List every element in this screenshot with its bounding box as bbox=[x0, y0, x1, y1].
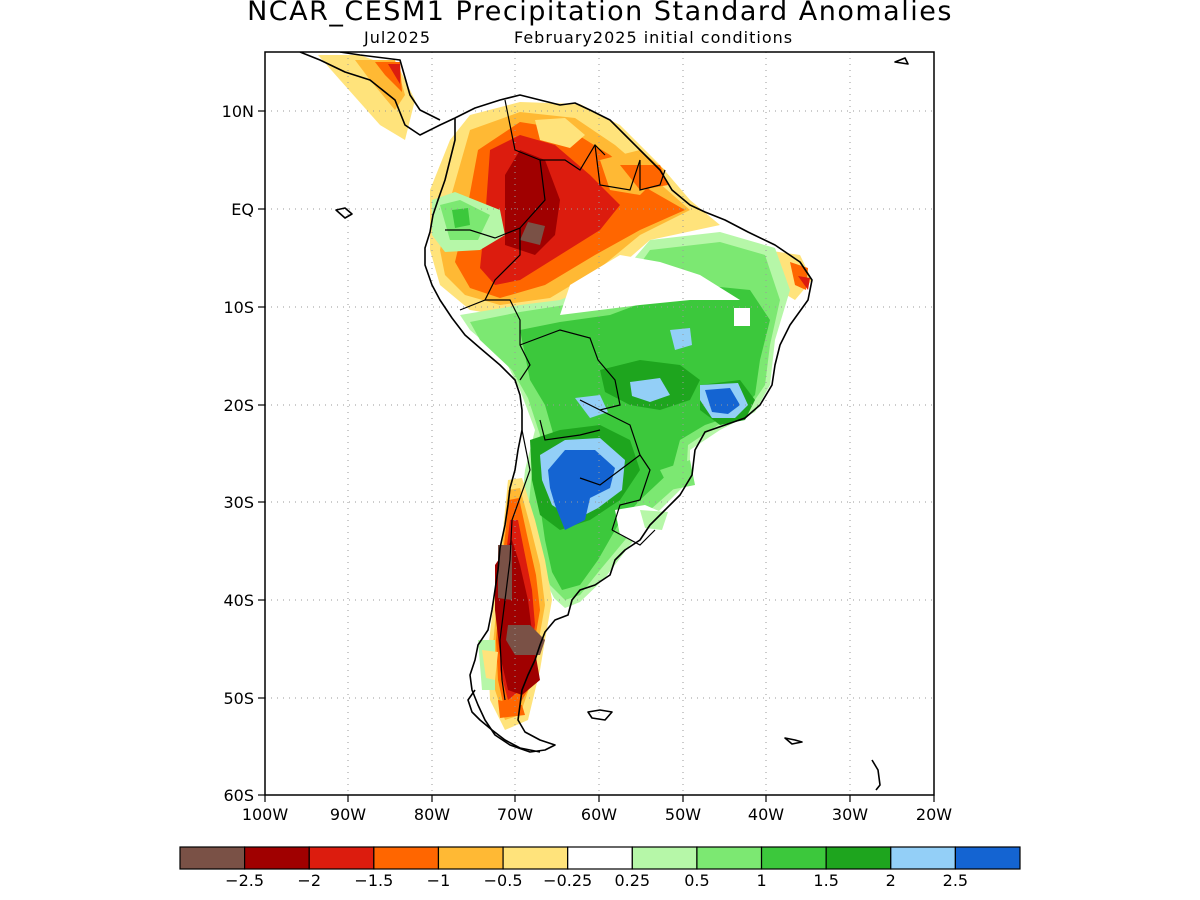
initial-conditions: February2025 initial conditions bbox=[514, 28, 794, 47]
colorbar-label: −0.25 bbox=[543, 871, 592, 890]
colorbar-label: 2 bbox=[886, 871, 896, 890]
lon-label: 20W bbox=[916, 805, 952, 824]
colorbar-label: −2 bbox=[297, 871, 321, 890]
lat-label: 20S bbox=[223, 396, 254, 415]
colorbar-label: −0.5 bbox=[484, 871, 523, 890]
colorbar-label: −1 bbox=[427, 871, 451, 890]
lat-label: 50S bbox=[223, 689, 254, 708]
colorbar-label: −1.5 bbox=[354, 871, 393, 890]
lon-label: 70W bbox=[497, 805, 533, 824]
colorbar-swatch bbox=[308, 846, 375, 870]
colorbar-swatch bbox=[760, 846, 827, 870]
map-title: NCAR_CESM1 Precipitation Standard Anomal… bbox=[247, 0, 953, 27]
colorbar-swatch bbox=[825, 846, 892, 870]
coastlines bbox=[299, 52, 909, 791]
lon-label: 80W bbox=[414, 805, 450, 824]
country-borders bbox=[445, 99, 666, 701]
lon-label: 30W bbox=[832, 805, 868, 824]
lat-labels: 10N EQ 10S 20S 30S 40S 50S 60S bbox=[222, 102, 254, 805]
lat-label: 10N bbox=[222, 102, 254, 121]
lon-label: 100W bbox=[242, 805, 289, 824]
colorbar-swatch bbox=[437, 846, 504, 870]
colorbar-label: 0.5 bbox=[684, 871, 709, 890]
valid-month: Jul2025 bbox=[364, 28, 432, 47]
colorbar-swatch bbox=[696, 846, 763, 870]
colorbar-swatch bbox=[373, 846, 440, 870]
colorbar-swatch bbox=[179, 846, 246, 870]
colorbar-label: −2.5 bbox=[225, 871, 264, 890]
lon-label: 90W bbox=[330, 805, 366, 824]
lat-label: EQ bbox=[231, 200, 254, 219]
lon-label: 50W bbox=[665, 805, 701, 824]
colorbar-swatch bbox=[244, 846, 310, 870]
colorbar-swatch bbox=[631, 846, 698, 870]
lat-label: 60S bbox=[223, 786, 254, 805]
colorbar-label: 1.5 bbox=[813, 871, 838, 890]
colorbar-label: 0.25 bbox=[614, 871, 650, 890]
colorbar-swatch bbox=[502, 846, 569, 870]
colorbar-swatch bbox=[890, 846, 956, 870]
colorbar-label: 2.5 bbox=[943, 871, 968, 890]
lat-label: 30S bbox=[223, 493, 254, 512]
lon-ticks bbox=[264, 795, 935, 802]
lon-label: 60W bbox=[581, 805, 617, 824]
lat-ticks bbox=[258, 110, 265, 796]
colorbar: −2.5 −2 −1.5 −1 −0.5 −0.25 0.25 0.5 1 1.5 2 2.5 bbox=[179, 846, 1021, 890]
colorbar-swatch bbox=[567, 846, 633, 870]
lon-label: 40W bbox=[748, 805, 784, 824]
lat-label: 40S bbox=[223, 591, 254, 610]
lat-label: 10S bbox=[223, 298, 254, 317]
colorbar-label: 1 bbox=[756, 871, 766, 890]
colorbar-swatch bbox=[954, 846, 1021, 870]
lon-labels: 100W 90W 80W 70W 60W 50W 40W 30W 20W bbox=[242, 805, 952, 824]
